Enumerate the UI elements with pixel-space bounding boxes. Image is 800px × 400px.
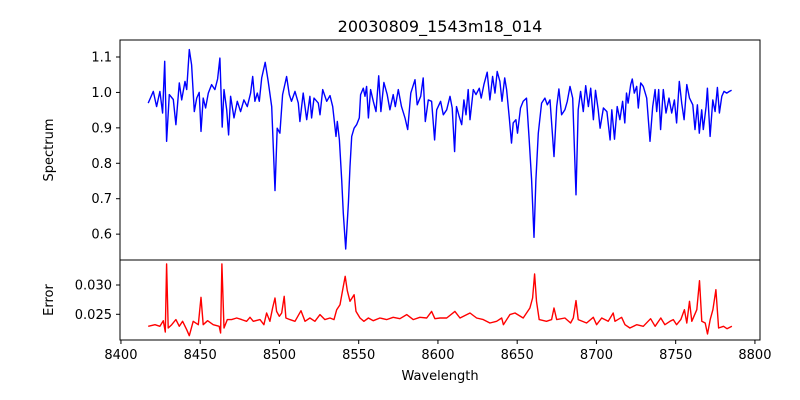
spectrum-y-tick-label: 0.7 — [91, 192, 112, 207]
x-tick-label: 8650 — [501, 348, 534, 363]
chart-title: 20030809_1543m18_014 — [338, 17, 543, 37]
x-axis-label: Wavelength — [401, 369, 478, 384]
error-y-tick-label: 0.030 — [75, 279, 112, 294]
x-tick-label: 8400 — [104, 348, 137, 363]
x-tick-label: 8600 — [421, 348, 454, 363]
error-axes-frame — [119, 259, 761, 341]
spectrum-y-tick-label: 1.0 — [91, 86, 112, 101]
error-y-tick-label: 0.025 — [75, 308, 112, 323]
error-axes: 0.025 0.030 8400 8450 8500 8550 8600 8650 8700 8… — [42, 259, 771, 384]
spectrum-y-tick-label: 0.8 — [91, 157, 112, 172]
x-tick-label: 8500 — [263, 348, 296, 363]
spectrum-y-tick-label: 0.6 — [91, 228, 112, 243]
spectrum-y-tick-label: 1.1 — [91, 51, 112, 66]
spectrum-y-tick-label: 0.9 — [91, 121, 112, 136]
x-tick-label: 8750 — [659, 348, 692, 363]
error-y-label: Error — [42, 284, 57, 316]
x-tick-label: 8550 — [342, 348, 375, 363]
spectrum-series-line — [147, 48, 732, 250]
error-series-line — [148, 263, 733, 337]
spectrum-y-label: Spectrum — [42, 119, 57, 182]
x-tick-label: 8700 — [580, 348, 613, 363]
x-tick-label: 8800 — [738, 348, 771, 363]
x-tick-label: 8450 — [184, 348, 217, 363]
